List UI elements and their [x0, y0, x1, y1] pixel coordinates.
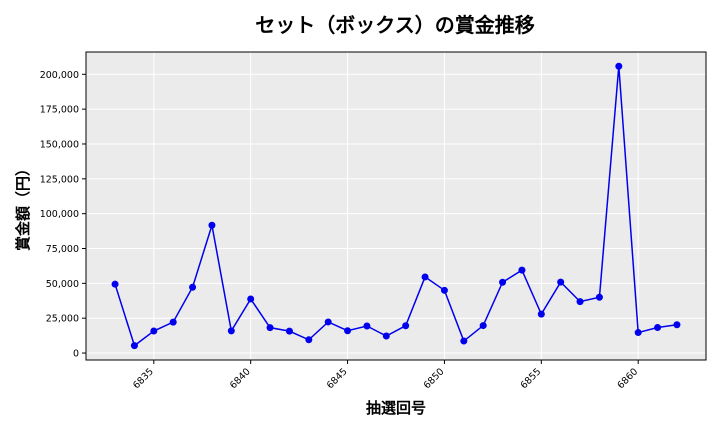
y-tick-label: 175,000 [40, 105, 79, 116]
data-point [382, 332, 390, 340]
plot-area [86, 52, 706, 360]
x-tick-label: 6855 [519, 366, 544, 391]
y-tick-label: 100,000 [40, 209, 79, 220]
data-point [576, 298, 584, 306]
data-point [227, 327, 235, 335]
data-point [247, 295, 255, 303]
data-point [305, 336, 313, 344]
y-tick-label: 25,000 [46, 314, 79, 325]
x-axis: 6835 6840 6845 6850 6855 6860 [131, 360, 640, 391]
data-point [344, 327, 352, 335]
data-point [537, 310, 545, 318]
data-point [518, 266, 526, 274]
data-point [285, 327, 293, 335]
chart-title: セット（ボックス）の賞金推移 [255, 13, 534, 37]
y-tick-label: 50,000 [46, 279, 79, 290]
y-tick-label: 200,000 [40, 70, 79, 81]
x-tick-label: 6850 [422, 366, 447, 391]
x-axis-label: 抽選回号 [366, 399, 426, 417]
y-axis-label: 賞金額（円） [14, 161, 32, 251]
data-point [402, 322, 410, 330]
data-point [208, 221, 216, 229]
series [111, 62, 681, 350]
data-point [634, 329, 642, 337]
x-tick-label: 6835 [131, 366, 156, 391]
y-tick-label: 75,000 [46, 244, 79, 255]
x-tick-label: 6860 [615, 366, 640, 391]
data-point [169, 318, 177, 326]
y-tick-label: 0 [73, 349, 79, 360]
data-point [654, 324, 662, 332]
data-point [150, 327, 158, 335]
y-tick-label: 125,000 [40, 174, 79, 185]
data-point [111, 280, 119, 288]
x-tick-label: 6845 [325, 366, 350, 391]
y-tick-label: 150,000 [40, 139, 79, 150]
plot-frame [85, 51, 707, 361]
x-tick-label: 6840 [228, 366, 253, 391]
data-point [130, 342, 138, 350]
data-point [324, 318, 332, 326]
data-point [499, 278, 507, 286]
data-point [363, 322, 371, 330]
data-point [673, 321, 681, 329]
data-point [595, 293, 603, 301]
data-point [421, 273, 429, 281]
data-point [557, 278, 565, 286]
data-point [479, 322, 487, 330]
data-point [615, 62, 623, 70]
grid [86, 52, 706, 360]
y-axis: 0 25,000 50,000 75,000 100,000 125,000 150,000… [40, 70, 86, 360]
data-point [460, 337, 468, 345]
data-point [266, 324, 274, 332]
data-point [440, 286, 448, 294]
data-point [189, 283, 197, 291]
